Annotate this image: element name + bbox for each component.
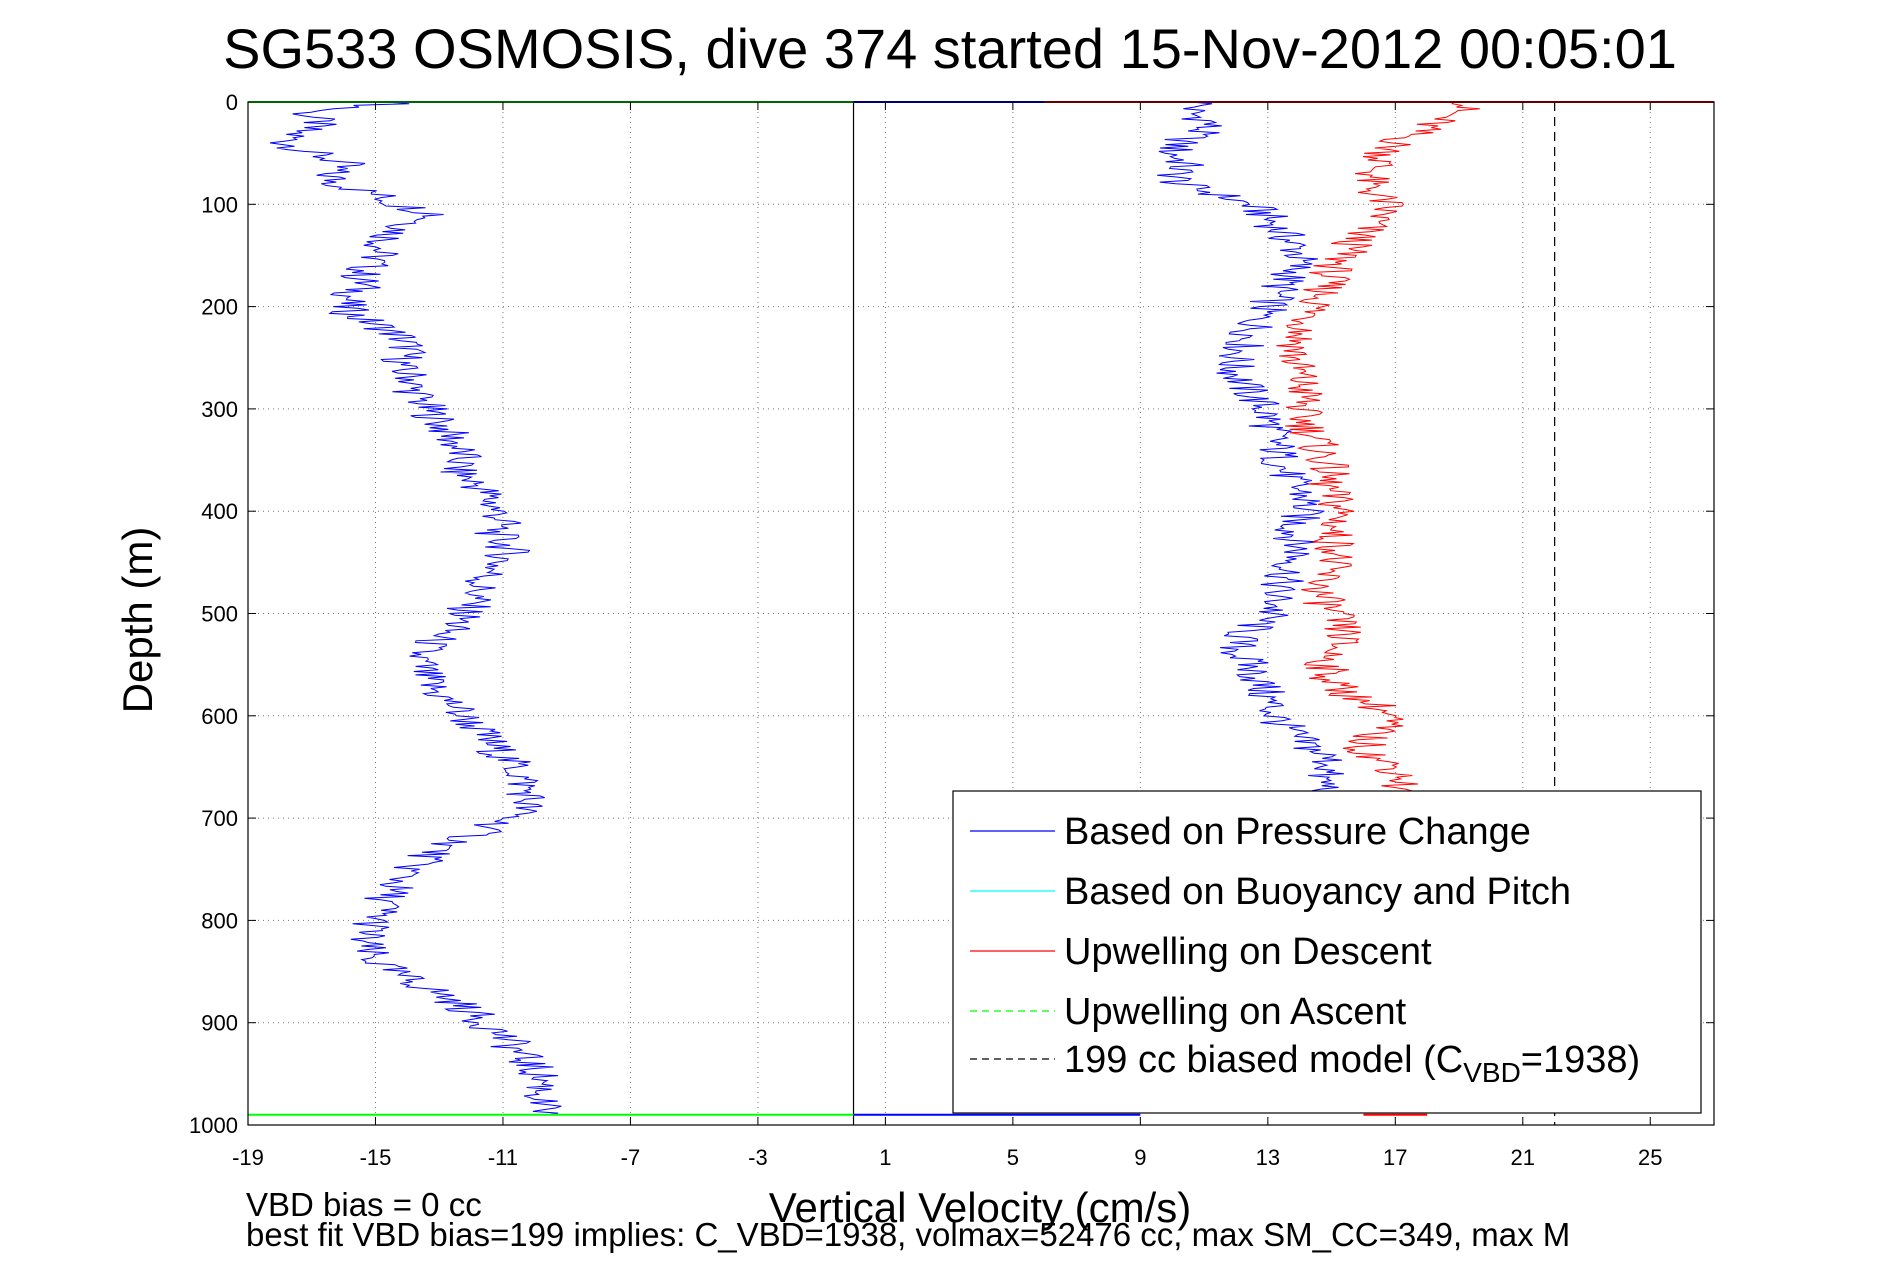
y-tick-label: 0 (226, 90, 238, 115)
x-tick-label: -15 (360, 1145, 392, 1170)
x-tick-label: -7 (621, 1145, 641, 1170)
x-tick-label: 9 (1134, 1145, 1146, 1170)
y-tick-label: 500 (201, 602, 238, 627)
x-axis-label: Vertical Velocity (cm/s) (769, 1184, 1191, 1231)
x-tick-label: 25 (1638, 1145, 1662, 1170)
footer-line2: best fit VBD bias=199 implies: C_VBD=193… (246, 1216, 1570, 1253)
y-axis-ticks: 0 100 200 300 400 500 600 700 800 900 1000 (189, 90, 1714, 1138)
legend-label: Based on Pressure Change (1064, 811, 1531, 853)
x-tick-label: -3 (748, 1145, 768, 1170)
y-tick-label: 600 (201, 704, 238, 729)
y-tick-label: 800 (201, 908, 238, 933)
series-line (269, 101, 562, 1116)
y-tick-label: 900 (201, 1011, 238, 1036)
y-axis-label: Depth (m) (114, 527, 161, 714)
x-tick-label: 21 (1511, 1145, 1535, 1170)
x-tick-label: 5 (1007, 1145, 1019, 1170)
y-tick-label: 200 (201, 295, 238, 320)
x-tick-label: -19 (232, 1145, 264, 1170)
footer-line1: VBD bias = 0 cc (246, 1186, 482, 1223)
legend-label: Upwelling on Ascent (1064, 991, 1407, 1033)
legend-label: Based on Buoyancy and Pitch (1064, 871, 1571, 913)
x-tick-label: 17 (1383, 1145, 1407, 1170)
legend-label: 199 cc biased model (CVBD=1938) (1064, 1039, 1640, 1088)
x-axis-ticks: -19 -15 -11 -7 -3 1 5 9 13 17 21 25 (232, 102, 1663, 1170)
legend: Based on Pressure Change Based on Buoyanc… (952, 790, 1702, 1114)
reference-lines (852, 102, 1556, 1125)
x-tick-label: 13 (1256, 1145, 1280, 1170)
legend-label: Upwelling on Descent (1064, 931, 1432, 973)
y-tick-label: 700 (201, 806, 238, 831)
y-tick-label: 300 (201, 397, 238, 422)
series-layer (269, 101, 1480, 1116)
chart-title: SG533 OSMOSIS, dive 374 started 15-Nov-2… (223, 17, 1677, 80)
y-tick-label: 1000 (189, 1113, 238, 1138)
y-tick-label: 400 (201, 499, 238, 524)
x-tick-label: -11 (488, 1145, 518, 1170)
series-line (1276, 101, 1480, 809)
series-line (1157, 101, 1356, 809)
x-tick-label: 1 (879, 1145, 891, 1170)
legend-box (952, 790, 1702, 1114)
y-tick-label: 100 (201, 192, 238, 217)
